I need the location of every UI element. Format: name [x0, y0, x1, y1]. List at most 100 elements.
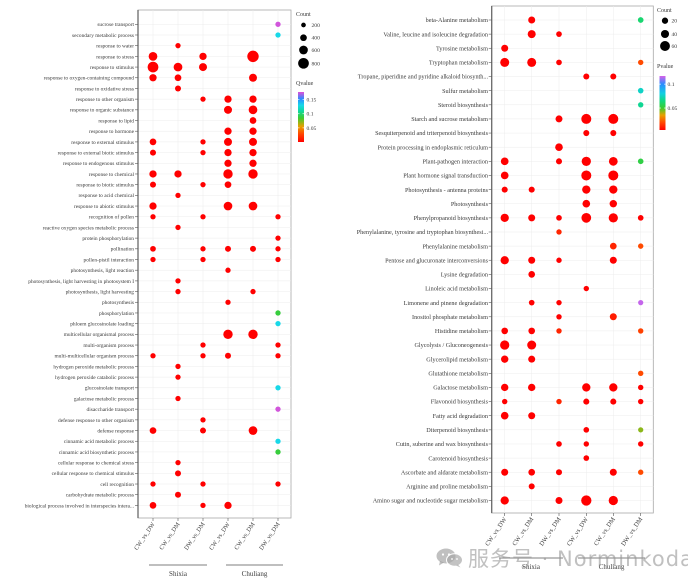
- y-tick-label: Plant-pathogen interaction: [423, 158, 488, 165]
- data-point: [150, 256, 156, 263]
- size-legend-circle: [301, 22, 306, 28]
- data-point: [500, 256, 509, 265]
- data-point: [556, 31, 562, 37]
- plot-panel: [137, 9, 292, 519]
- data-point: [583, 441, 589, 447]
- y-tick-label: cinnamic acid biosynthetic process: [59, 450, 134, 456]
- y-tick-label: secondary metabolic process: [72, 33, 134, 39]
- data-point: [527, 57, 537, 67]
- y-tick-label: defense response: [97, 427, 134, 434]
- y-tick-label: Valine, leucine and isoleucine degradati…: [383, 31, 488, 38]
- go-term-dot-plot: sucrose transport secondary metabolic pro…: [25, 9, 321, 578]
- y-tick-label: response to hormone: [89, 129, 135, 135]
- data-point: [638, 243, 644, 249]
- pathway-dot-plot: beta-Alanine metabolism Valine, leucine a…: [357, 5, 678, 571]
- y-tick-label: multi-organism process: [83, 343, 134, 349]
- data-point: [249, 159, 257, 167]
- group-label: Chuliang: [242, 570, 268, 578]
- group-label: Shixia: [522, 563, 541, 571]
- y-tick-label: Sesquiterpenoid and triterpenoid biosynt…: [375, 130, 488, 137]
- data-point: [148, 52, 158, 61]
- y-tick-label: response to external biotic stimulus: [58, 150, 134, 156]
- data-point: [501, 327, 509, 335]
- data-point: [248, 426, 258, 435]
- color-legend-tick-label: 0.1: [668, 82, 675, 88]
- data-point: [528, 16, 536, 24]
- data-point: [275, 438, 281, 444]
- data-point: [175, 224, 181, 231]
- data-point: [248, 169, 258, 179]
- data-point: [581, 212, 592, 223]
- data-point: [609, 200, 617, 208]
- data-point: [638, 102, 644, 108]
- x-tick-label: CW_vs_DM: [511, 516, 535, 547]
- y-tick-label: response to other organism: [76, 97, 135, 103]
- data-point: [224, 127, 232, 135]
- data-point: [150, 353, 156, 359]
- data-point: [608, 156, 618, 166]
- y-tick-label: response to stimulus: [90, 65, 134, 71]
- data-point: [638, 441, 644, 447]
- data-point: [583, 130, 590, 137]
- x-tick-label: DW_vs_DM: [258, 521, 282, 552]
- data-point: [581, 156, 591, 166]
- data-point: [200, 149, 206, 156]
- y-tick-label: Diterpenoid biosynthesis: [426, 427, 488, 434]
- data-point: [528, 412, 536, 420]
- data-point: [556, 215, 562, 221]
- data-point: [173, 62, 183, 72]
- data-point: [225, 267, 231, 273]
- data-point: [637, 87, 644, 94]
- data-point: [582, 199, 591, 208]
- data-point: [583, 427, 590, 433]
- data-point: [275, 214, 281, 220]
- y-tick-label: response to biotic stimulus: [76, 183, 134, 189]
- size-legend-label: 800: [312, 61, 321, 67]
- x-tick-label: DW_vs_DM: [538, 516, 562, 548]
- data-point: [527, 30, 536, 39]
- data-point: [609, 256, 617, 264]
- color-legend-tick-label: 0.1: [307, 112, 314, 118]
- y-tick-label: Protein processing in endoplasmic reticu…: [378, 144, 489, 151]
- y-tick-label: glucosinolate transport: [85, 386, 135, 392]
- data-point: [609, 313, 617, 321]
- y-tick-label: pollen-pistil interaction: [84, 257, 135, 263]
- data-point: [175, 288, 181, 295]
- data-point: [275, 310, 281, 316]
- data-point: [224, 95, 232, 103]
- data-point: [501, 468, 509, 476]
- y-tick-label: Amino sugar and nucleotide sugar metabol…: [373, 498, 488, 505]
- data-point: [637, 215, 644, 221]
- plot-panel: [491, 5, 654, 514]
- group-label: Chuliang: [599, 563, 625, 571]
- data-point: [175, 459, 181, 466]
- x-tick-label: CW_vs_DW: [208, 521, 232, 552]
- y-tick-label: Glutathione metabolism: [428, 370, 488, 377]
- size-legend-circle: [300, 34, 307, 42]
- data-point: [248, 329, 258, 340]
- data-point: [224, 105, 232, 114]
- data-point: [249, 127, 257, 135]
- data-point: [528, 214, 536, 222]
- data-point: [150, 214, 156, 220]
- size-legend-circle: [660, 29, 670, 39]
- data-point: [500, 213, 509, 222]
- y-tick-label: response to abiotic stimulus: [74, 204, 134, 210]
- y-tick-label: response to organic substance: [70, 108, 135, 114]
- data-point: [149, 202, 157, 210]
- data-point: [200, 481, 206, 487]
- data-point: [502, 398, 508, 405]
- size-legend-label: 60: [672, 44, 678, 50]
- y-tick-label: Plant hormone signal transduction: [403, 173, 488, 180]
- color-legend-tick-label: 0.05: [307, 126, 317, 132]
- y-tick-label: Tyrosine metabolism: [436, 45, 488, 52]
- data-point: [501, 383, 509, 392]
- color-legend-bar: [659, 76, 666, 130]
- y-tick-label: Phenylalanine metabolism: [423, 243, 489, 250]
- data-point: [147, 61, 159, 73]
- data-point: [608, 213, 618, 223]
- y-tick-label: Lysine degradation: [441, 272, 488, 279]
- data-point: [582, 383, 591, 392]
- data-point: [175, 395, 181, 402]
